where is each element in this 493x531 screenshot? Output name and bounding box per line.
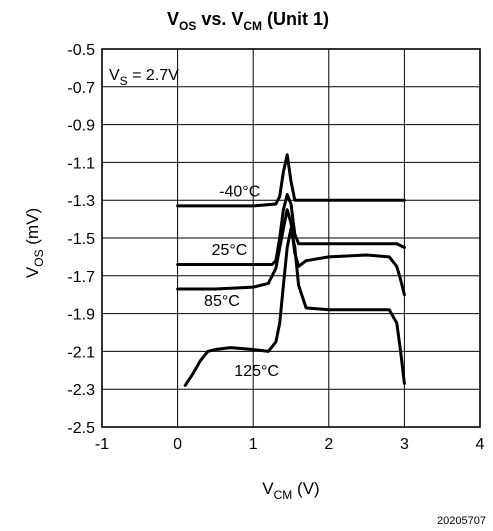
grid-lines bbox=[101, 48, 481, 428]
x-tick-label-4: 3 bbox=[400, 436, 409, 453]
series-line-1 bbox=[176, 193, 406, 266]
tick-labels: -1 0 1 2 3 4 -0.5 -0.7 -0.9 -1.1 -1.3 -1.5 -1.7 -1.9 -… bbox=[67, 42, 484, 453]
y-tick-label-1: -0.7 bbox=[67, 80, 95, 97]
supply-voltage-annotation: VS = 2.7V bbox=[109, 67, 179, 88]
y-tick-label-2: -0.9 bbox=[67, 118, 95, 135]
series-label-3: 125°C bbox=[234, 363, 279, 380]
x-tick-label-1: 0 bbox=[173, 436, 182, 453]
y-tick-label-10: -2.5 bbox=[67, 420, 95, 437]
x-tick-label-2: 1 bbox=[249, 436, 258, 453]
series-group bbox=[176, 153, 406, 387]
x-tick-label-0: -1 bbox=[95, 436, 109, 453]
y-tick-label-4: -1.3 bbox=[67, 193, 95, 210]
y-tick-label-8: -2.1 bbox=[67, 344, 95, 361]
series-line-3 bbox=[183, 227, 406, 387]
y-tick-label-6: -1.7 bbox=[67, 269, 95, 286]
figure-id: 20205707 bbox=[437, 515, 486, 527]
x-tick-label-3: 2 bbox=[324, 436, 333, 453]
x-tick-label-5: 4 bbox=[476, 436, 485, 453]
series-label-1: 25°C bbox=[212, 242, 248, 259]
chart-title: VOS vs. VCM (Unit 1) bbox=[167, 9, 329, 33]
series-label-2: 85°C bbox=[204, 293, 240, 310]
y-axis-label: VOS (mV) bbox=[23, 208, 46, 278]
y-tick-label-0: -0.5 bbox=[67, 42, 95, 59]
y-tick-label-7: -1.9 bbox=[67, 307, 95, 324]
x-axis-label: VCM (V) bbox=[262, 479, 319, 502]
series-line-0 bbox=[176, 153, 406, 208]
y-tick-label-5: -1.5 bbox=[67, 231, 95, 248]
series-label-0: -40°C bbox=[219, 183, 260, 200]
plot-frame bbox=[101, 48, 481, 428]
series-labels: -40°C 25°C 85°C 125°C bbox=[204, 183, 279, 380]
y-tick-label-3: -1.1 bbox=[67, 155, 95, 172]
y-tick-label-9: -2.3 bbox=[67, 382, 95, 399]
